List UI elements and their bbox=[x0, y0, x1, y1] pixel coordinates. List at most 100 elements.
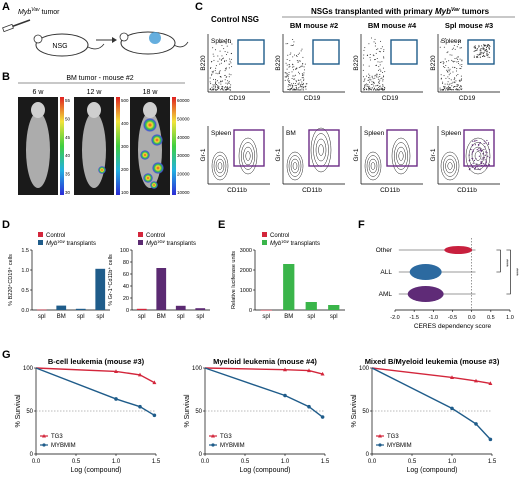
scale-tick: 500 bbox=[121, 98, 129, 103]
data-point bbox=[307, 368, 311, 373]
scale-tick: 20000 bbox=[177, 172, 190, 177]
y-tick-label: 0 bbox=[30, 452, 34, 458]
color-scale bbox=[116, 97, 120, 195]
flow-cytometry-plots: BM mouse #2 BM mouse #4 Spl mouse #3 CD19 B2… bbox=[200, 21, 500, 194]
y-axis-label: % Survival bbox=[184, 394, 191, 428]
chart-title: B-cell leukemia (mouse #3) bbox=[48, 357, 145, 366]
x-tick-label: 0.5 bbox=[241, 459, 250, 465]
legend-label: TG3 bbox=[220, 434, 232, 440]
x-tick-label: spl bbox=[330, 314, 338, 320]
y-tick-label: 0 bbox=[126, 308, 129, 314]
data-point bbox=[474, 378, 478, 383]
data-point bbox=[320, 415, 325, 419]
timepoint-label: 12 w bbox=[87, 89, 103, 96]
legend: TG3 MYBMIM bbox=[209, 434, 245, 449]
panel-label-b: B bbox=[2, 71, 10, 83]
data-point bbox=[152, 380, 157, 385]
survival-charts: B-cell leukemia (mouse #3) 0.0 0.5 1.0 1.5 0 5… bbox=[15, 357, 500, 474]
data-point bbox=[114, 369, 118, 373]
panel-label-d: D bbox=[2, 219, 10, 231]
x-tick-label: -1.5 bbox=[409, 315, 418, 321]
scale-tick: 30 bbox=[65, 190, 71, 195]
y-axis-label: B220 bbox=[353, 55, 360, 71]
y-tick-label: 20 bbox=[123, 296, 129, 302]
x-tick-label: spl bbox=[177, 314, 185, 320]
color-scale bbox=[172, 97, 176, 195]
x-axis-label: CD19 bbox=[229, 95, 246, 102]
series-line bbox=[371, 367, 491, 440]
svg-text:Control: Control bbox=[146, 233, 165, 239]
survival-chart: Myeloid leukemia (mouse #4) 0.0 0.5 1.0 1.5 0… bbox=[184, 357, 330, 474]
panel-b-title: BM tumor - mouse #2 bbox=[66, 75, 133, 82]
y-tick-label: 3000 bbox=[240, 248, 252, 254]
host-label: NSG bbox=[52, 43, 67, 50]
panel-label-c: C bbox=[195, 1, 203, 13]
violin-chart-f: -2.0 -1.5 -1.0 -0.5 0.0 0.5 1.0 CERES dependenc… bbox=[376, 238, 518, 330]
flow-plot: CD19 B220 Spleen bbox=[430, 34, 500, 102]
x-axis-label: Log (compound) bbox=[407, 467, 458, 474]
flow-plot: Spleen CD11b Gr-1 bbox=[353, 126, 423, 194]
x-tick-label: -2.0 bbox=[390, 315, 399, 321]
y-axis-label: Gr-1 bbox=[353, 148, 360, 161]
x-tick-label: spl bbox=[38, 314, 46, 320]
y-tick-label: 0.5 bbox=[21, 288, 29, 294]
x-axis-label: CD11b bbox=[457, 187, 477, 194]
y-tick-label: 100 bbox=[359, 366, 370, 372]
gate-box bbox=[386, 129, 418, 167]
y-axis-label: Relative luciferase units bbox=[231, 251, 237, 309]
bar bbox=[95, 268, 106, 310]
x-tick-label: 1.0 bbox=[448, 459, 457, 465]
category-label: Other bbox=[376, 247, 393, 254]
data-point bbox=[474, 422, 478, 426]
tissue-label: Spleen bbox=[211, 38, 232, 45]
x-tick-label: 0.0 bbox=[468, 315, 476, 321]
y-axis-label: % B220⁺CD19⁺ cells bbox=[7, 254, 14, 306]
series-line bbox=[204, 367, 324, 418]
data-point bbox=[450, 375, 454, 379]
panel-a-schematic: MybVav tumor NSG bbox=[2, 7, 189, 57]
survival-chart: B-cell leukemia (mouse #3) 0.0 0.5 1.0 1.5 0 5… bbox=[15, 357, 161, 474]
x-axis-label: CD11b bbox=[227, 187, 247, 194]
y-axis-label: % Gr-1⁺Cd11b⁺ cells bbox=[107, 254, 114, 306]
color-scale bbox=[60, 97, 64, 195]
scale-tick: 300 bbox=[121, 144, 129, 149]
data-point bbox=[488, 437, 493, 442]
category-label: ALL bbox=[380, 269, 392, 276]
gate-box bbox=[463, 129, 495, 167]
x-tick-label: -0.5 bbox=[448, 315, 457, 321]
tissue-label: Spleen bbox=[441, 38, 462, 45]
x-tick-label: spl bbox=[138, 314, 146, 320]
scale-tick: 50 bbox=[65, 116, 71, 121]
series-line bbox=[204, 367, 323, 375]
gate-box bbox=[233, 129, 265, 167]
y-tick-label: 40 bbox=[123, 284, 129, 290]
bar bbox=[283, 264, 295, 310]
tissue-label: Spleen bbox=[211, 130, 232, 137]
bar bbox=[328, 305, 340, 310]
panel-label-e: E bbox=[218, 219, 225, 231]
scale-tick: 40 bbox=[65, 153, 71, 158]
data-point bbox=[320, 371, 325, 376]
legend-label: MYBMIM bbox=[220, 443, 245, 449]
scale-tick: 10000 bbox=[177, 190, 190, 195]
data-point bbox=[114, 397, 118, 401]
x-tick-label: 1.5 bbox=[321, 459, 330, 465]
y-tick-label: 0 bbox=[366, 452, 370, 458]
legend-label: TG3 bbox=[387, 434, 399, 440]
group-title: NSGs transplanted with primary MybVav tu… bbox=[311, 7, 490, 16]
significance-stars: **** bbox=[502, 259, 508, 267]
tissue-label: Spleen bbox=[441, 130, 462, 137]
chart-title: Myeloid leukemia (mouse #4) bbox=[213, 357, 317, 366]
series-line bbox=[371, 367, 491, 385]
mouse-icon bbox=[35, 33, 89, 57]
bar bbox=[195, 308, 206, 310]
x-axis-label: CD11b bbox=[380, 187, 400, 194]
x-tick-label: 0.5 bbox=[487, 315, 495, 321]
bar bbox=[305, 302, 317, 310]
x-tick-label: 1.0 bbox=[506, 315, 514, 321]
bar bbox=[136, 308, 147, 310]
x-tick-label: 1.0 bbox=[281, 459, 290, 465]
bar-chart-d-right: 0 20 40 60 80 100 % Gr-1⁺Cd11b⁺ cells spl BM spl s… bbox=[107, 248, 210, 320]
